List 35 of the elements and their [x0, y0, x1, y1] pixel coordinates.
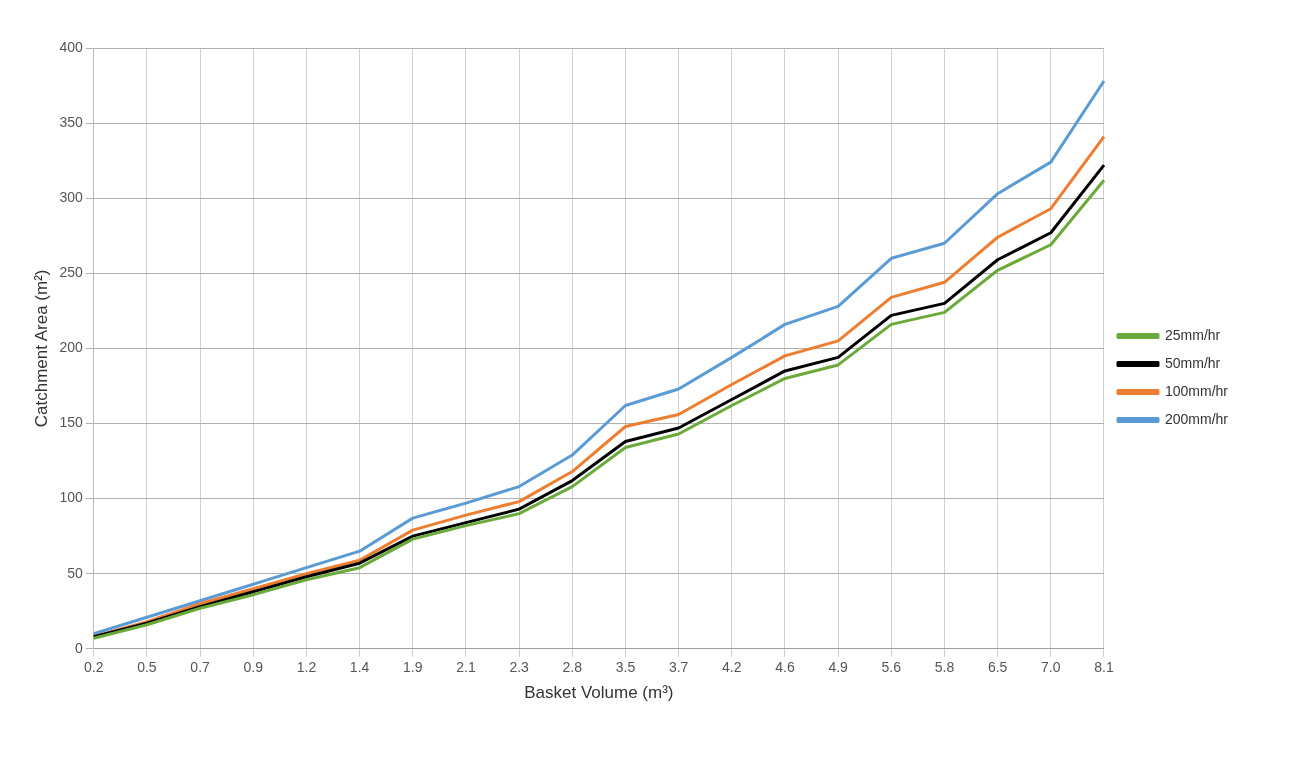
x-tick-label: 1.9 [403, 659, 423, 676]
y-tick-label: 300 [59, 189, 83, 206]
y-tick-label: 250 [59, 264, 83, 281]
x-tick-label: 0.9 [243, 659, 264, 676]
y-tick-label: 150 [59, 414, 83, 431]
legend-label: 50mm/hr [1164, 354, 1221, 371]
x-tick-label: 2.3 [509, 659, 530, 676]
x-tick-label: 0.7 [190, 659, 211, 676]
legend-label: 200mm/hr [1164, 410, 1229, 427]
x-tick-label: 3.5 [615, 659, 636, 676]
x-tick-label: 3.7 [668, 659, 689, 676]
x-tick-label: 5.8 [934, 659, 955, 676]
y-tick-label: 200 [59, 339, 83, 356]
legend-label: 25mm/hr [1164, 326, 1221, 343]
y-axis-title: Catchment Area (m²) [31, 269, 51, 428]
y-tick-label: 100 [59, 489, 83, 506]
x-tick-label: 2.1 [456, 659, 476, 676]
x-tick-label: 6.5 [987, 659, 1008, 676]
x-tick-label: 1.4 [349, 659, 370, 676]
x-tick-label: 7.0 [1041, 659, 1061, 676]
y-tick-label: 0 [74, 639, 83, 656]
y-tick-label: 50 [67, 564, 83, 581]
x-tick-label: 0.5 [137, 659, 157, 676]
x-tick-label: 4.6 [775, 659, 795, 676]
x-axis-title: Basket Volume (m³) [524, 683, 674, 703]
x-tick-label: 1.2 [296, 659, 317, 676]
x-tick-label: 2.8 [562, 659, 583, 676]
legend-label: 100mm/hr [1164, 382, 1229, 399]
x-tick-label: 4.2 [722, 659, 742, 676]
y-tick-label: 400 [59, 38, 83, 55]
x-tick-label: 0.2 [84, 659, 104, 676]
x-tick-label: 5.6 [881, 659, 902, 676]
y-tick-label: 350 [59, 113, 83, 130]
x-tick-label: 8.1 [1094, 659, 1114, 676]
x-tick-label: 4.9 [828, 659, 849, 676]
